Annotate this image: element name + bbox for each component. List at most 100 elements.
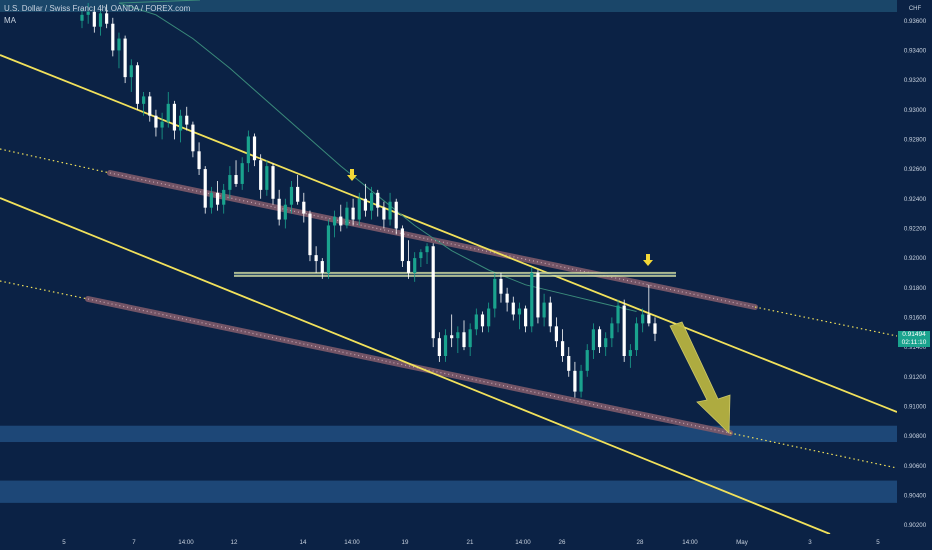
touch-arrow <box>347 169 357 181</box>
candle <box>228 175 232 190</box>
candle <box>622 305 626 356</box>
x-tick-label: 26 <box>559 539 566 546</box>
demand-zone <box>0 480 897 503</box>
candle <box>86 11 90 15</box>
candle <box>252 136 257 161</box>
x-tick-label: May <box>736 539 749 546</box>
y-tick-label: 0.93200 <box>904 77 927 84</box>
candle <box>400 228 404 262</box>
candle <box>468 329 472 348</box>
candle <box>579 370 583 392</box>
x-tick-label: 14:00 <box>178 539 194 546</box>
candle <box>172 103 177 131</box>
candle <box>185 115 189 125</box>
candle <box>474 314 478 330</box>
candle <box>560 341 565 356</box>
candle <box>154 115 158 128</box>
x-tick-label: 14:00 <box>515 539 531 546</box>
y-tick-label: 0.92000 <box>904 255 927 262</box>
candle <box>431 246 435 339</box>
touch-arrow <box>643 254 653 266</box>
currency-label: CHF <box>909 6 922 12</box>
y-tick-label: 0.92800 <box>904 136 927 143</box>
candle <box>554 326 559 342</box>
candle <box>191 124 195 152</box>
candle <box>111 23 115 51</box>
x-tick-label: 5 <box>876 539 880 546</box>
y-tick-label: 0.90200 <box>904 522 927 529</box>
y-tick-label: 0.91200 <box>904 374 927 381</box>
candle <box>530 272 534 327</box>
candle <box>634 323 639 351</box>
candle <box>246 136 250 164</box>
candle <box>129 65 133 78</box>
upper-channel-extension-left <box>0 148 111 174</box>
candle <box>351 207 355 220</box>
x-tick-label: 14:00 <box>344 539 360 546</box>
candle <box>542 302 546 318</box>
candle <box>517 308 522 315</box>
candle <box>511 302 515 315</box>
candle <box>142 96 146 104</box>
candle <box>573 370 577 392</box>
candle <box>628 350 632 356</box>
candle <box>345 207 349 226</box>
candle <box>148 96 152 116</box>
y-tick-label: 0.91600 <box>904 314 927 321</box>
moving-average-line <box>118 0 637 312</box>
upper-channel-extension-right <box>754 306 898 337</box>
x-tick-label: 14:00 <box>682 539 698 546</box>
candle <box>357 198 361 220</box>
candle <box>641 314 645 324</box>
candle <box>314 255 318 262</box>
candle <box>647 314 651 324</box>
candle <box>406 261 411 273</box>
candle <box>320 261 324 273</box>
y-tick-label: 0.93000 <box>904 107 927 114</box>
candle <box>339 216 343 226</box>
candle <box>536 272 540 318</box>
candle <box>382 207 386 220</box>
candle <box>117 38 121 51</box>
candle <box>369 192 374 211</box>
candle <box>271 166 275 199</box>
candle <box>277 198 281 220</box>
top-zone <box>0 0 897 12</box>
candle <box>443 335 448 356</box>
y-tick-label: 0.90400 <box>904 492 927 499</box>
candle <box>98 13 103 27</box>
candle <box>92 11 96 27</box>
candle <box>265 166 269 190</box>
candle <box>610 323 614 339</box>
y-tick-label: 0.90600 <box>904 463 927 470</box>
upper-channel-band-dots <box>109 172 756 308</box>
candle <box>308 213 312 256</box>
candle <box>499 278 503 294</box>
price-axis-bg <box>897 0 932 550</box>
time-axis-bg <box>0 534 932 550</box>
y-tick-label: 0.91400 <box>904 344 927 351</box>
candle <box>197 151 201 170</box>
candle <box>616 305 620 324</box>
candle <box>289 186 294 205</box>
lower-channel-extension-left <box>0 280 89 300</box>
candle <box>296 186 300 202</box>
candle <box>394 201 398 229</box>
x-tick-label: 14 <box>300 539 307 546</box>
x-tick-label: 28 <box>637 539 644 546</box>
x-tick-label: 19 <box>402 539 409 546</box>
y-tick-label: 0.91800 <box>904 285 927 292</box>
demand-zone <box>0 425 897 443</box>
candle <box>363 198 368 211</box>
candle <box>178 115 183 131</box>
candle <box>591 329 595 351</box>
candle <box>480 314 485 327</box>
y-tick-label: 0.92600 <box>904 166 927 173</box>
candle <box>505 293 509 303</box>
candle <box>80 14 84 21</box>
x-tick-label: 7 <box>132 539 136 546</box>
indicator-label: MA <box>4 16 16 25</box>
candle <box>105 13 109 24</box>
